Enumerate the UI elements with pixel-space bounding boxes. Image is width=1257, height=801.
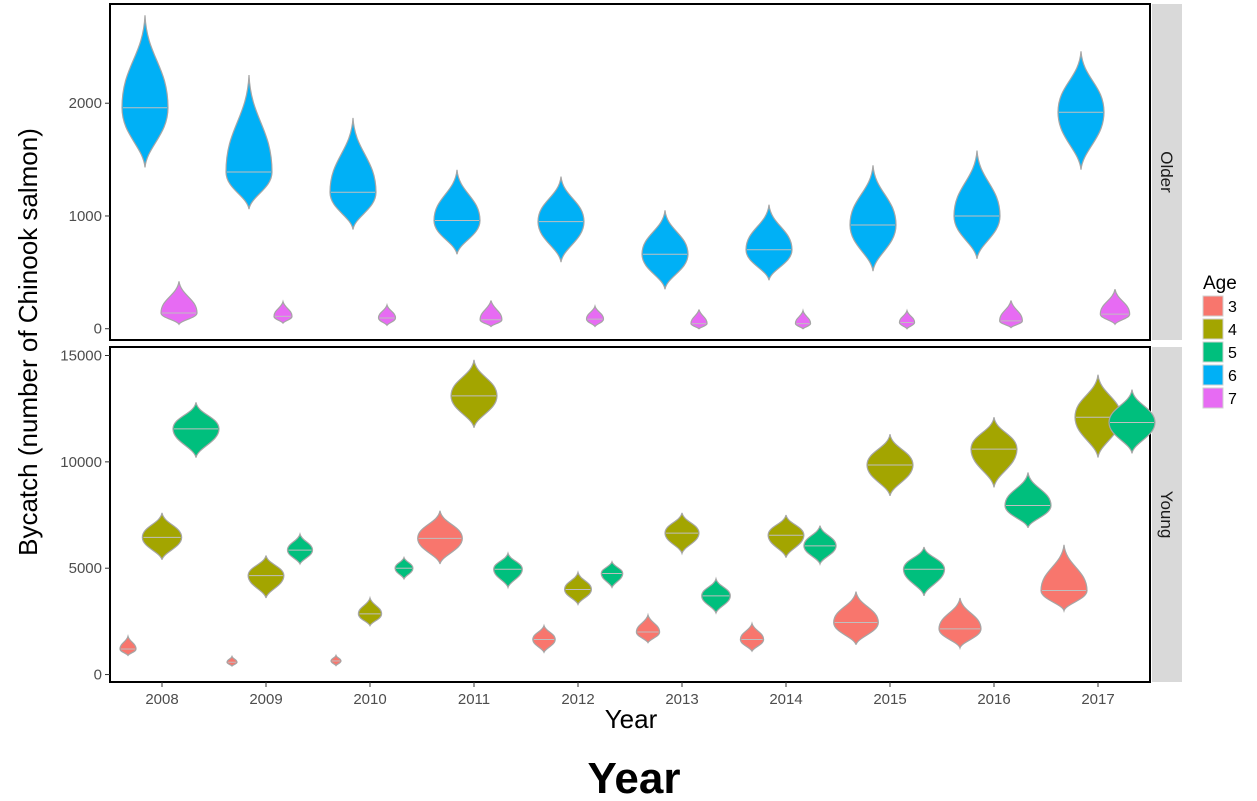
legend-swatch-age6 (1202, 364, 1224, 386)
x-tick-label: 2016 (977, 691, 1010, 708)
violin-age5-2015 (902, 546, 946, 597)
violin-age6-2016 (953, 150, 1001, 259)
panel-frame (109, 346, 1151, 683)
legend-label-age3: 3 (1228, 299, 1237, 316)
violin-age3-2016 (938, 597, 982, 651)
violin-age6-2017 (1057, 51, 1105, 170)
y-tick-label: 10000 (60, 454, 102, 471)
violin-age4-2017 (1074, 374, 1122, 458)
violin-age7-2012 (585, 304, 605, 328)
legend-swatch-age5 (1202, 341, 1224, 363)
facet-strip-label: Young (1157, 491, 1176, 539)
legend-title: Age (1203, 273, 1237, 294)
violin-age7-2008 (160, 281, 198, 326)
violin-age6-2011 (433, 169, 481, 255)
violin-age4-2011 (450, 359, 498, 429)
legend-swatch-age3 (1202, 295, 1224, 317)
legend-label-age7: 7 (1228, 391, 1237, 408)
violin-age5-2012 (600, 560, 624, 589)
y-tick-label: 0 (94, 667, 102, 684)
violin-age5-2016 (1004, 472, 1052, 531)
x-tick-label: 2017 (1081, 691, 1114, 708)
violin-age5-2014 (803, 525, 837, 566)
legend: Age 3 4 5 6 7 (1202, 273, 1237, 409)
violin-age5-2009 (286, 531, 314, 566)
violin-age7-2010 (377, 302, 397, 327)
violin-age3-2009 (226, 654, 238, 668)
violin-age6-2012 (537, 176, 585, 263)
figure-caption: Year (588, 754, 681, 801)
violin-age4-2012 (563, 570, 593, 607)
violin-age6-2014 (745, 204, 793, 281)
facet-strip (1152, 347, 1182, 682)
violin-age7-2015 (898, 308, 916, 330)
violin-age3-2012 (532, 623, 556, 654)
legend-swatch-age7 (1202, 387, 1224, 409)
y-tick-label: 1000 (69, 208, 102, 225)
x-axis: 2008 2009 2010 2011 2012 2013 2014 2015 2016 2017 (145, 682, 1115, 708)
y-tick-label: 0 (94, 321, 102, 338)
violin-age3-2015 (833, 591, 879, 648)
x-tick-label: 2014 (769, 691, 802, 708)
violin-age6-2015 (849, 165, 897, 272)
legend-label-age6: 6 (1228, 368, 1237, 385)
panel-young: Young 0 5000 10000 15000 (60, 346, 1182, 684)
violin-age5-2008 (172, 402, 220, 458)
violin-age4-2010 (357, 595, 383, 627)
x-axis-title: Year (605, 704, 658, 734)
y-tick-label: 5000 (69, 560, 102, 577)
violin-age3-2008 (119, 634, 137, 657)
facet-strip (1152, 4, 1182, 340)
legend-label-age4: 4 (1228, 322, 1237, 339)
x-tick-label: 2010 (353, 691, 386, 708)
y-tick-label: 2000 (69, 95, 102, 112)
violin-age3-2011 (417, 510, 463, 565)
violin-age7-2009 (273, 299, 293, 325)
violin-age4-2014 (767, 514, 805, 558)
violin-age4-2009 (247, 555, 285, 599)
violin-age6-2010 (329, 117, 377, 230)
x-tick-label: 2015 (873, 691, 906, 708)
legend-label-age5: 5 (1228, 345, 1237, 362)
violin-age3-2017 (1040, 544, 1088, 613)
x-tick-label: 2012 (561, 691, 594, 708)
violin-age6-2008 (121, 15, 169, 168)
violin-age7-2014 (794, 308, 812, 330)
violin-age6-2009 (225, 75, 273, 210)
violin-age6-2013 (641, 210, 689, 290)
panels-layer: Older 0 1000 2000 Young 0 5000 10000 15000 (60, 3, 1182, 684)
y-tick-label: 15000 (60, 348, 102, 365)
facet-strip-label: Older (1157, 151, 1176, 193)
violin-age5-2017 (1108, 389, 1156, 454)
x-tick-label: 2009 (249, 691, 282, 708)
violin-age5-2011 (493, 551, 523, 590)
violin-age3-2013 (635, 612, 661, 644)
violin-age7-2017 (1099, 289, 1131, 326)
legend-swatch-age4 (1202, 318, 1224, 340)
x-tick-label: 2008 (145, 691, 178, 708)
violin-age4-2016 (970, 417, 1018, 488)
violin-age3-2014 (739, 621, 765, 653)
y-axis-title: Bycatch (number of Chinook salmon) (13, 128, 43, 556)
violin-age4-2008 (141, 512, 183, 560)
x-tick-label: 2013 (665, 691, 698, 708)
x-tick-label: 2011 (458, 691, 490, 708)
panel-older: Older 0 1000 2000 (69, 3, 1182, 341)
